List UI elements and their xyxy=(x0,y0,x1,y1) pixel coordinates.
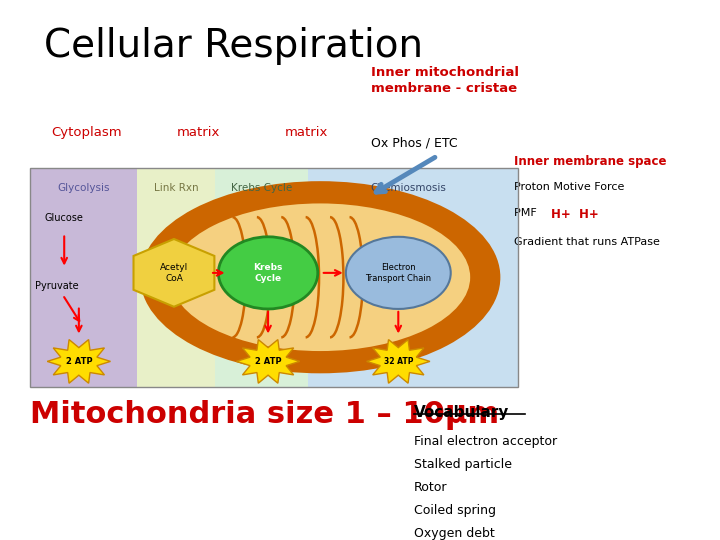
Text: Electron
Transport Chain: Electron Transport Chain xyxy=(365,263,431,282)
Text: Pyruvate: Pyruvate xyxy=(35,281,78,291)
Text: Stalked particle: Stalked particle xyxy=(414,458,512,471)
Text: Glycolysis: Glycolysis xyxy=(58,183,110,193)
Text: Cytoplasm: Cytoplasm xyxy=(52,126,122,139)
Text: Inner mitochondrial
membrane - cristae: Inner mitochondrial membrane - cristae xyxy=(371,66,518,95)
Text: Acetyl
CoA: Acetyl CoA xyxy=(160,263,188,282)
Polygon shape xyxy=(133,239,215,307)
Text: Inner membrane space: Inner membrane space xyxy=(514,155,667,168)
Text: matrix: matrix xyxy=(177,126,220,139)
Text: matrix: matrix xyxy=(284,126,328,139)
Text: Oxygen debt: Oxygen debt xyxy=(414,526,495,539)
Text: Cellular Respiration: Cellular Respiration xyxy=(45,28,423,65)
Text: H+  H+: H+ H+ xyxy=(551,208,598,221)
Text: Krebs
Cycle: Krebs Cycle xyxy=(253,263,283,282)
Text: Proton Motive Force: Proton Motive Force xyxy=(514,182,624,192)
Text: Final electron acceptor: Final electron acceptor xyxy=(414,435,557,448)
Text: Link Rxn: Link Rxn xyxy=(154,183,199,193)
Text: Mitochondria size 1 – 10μm: Mitochondria size 1 – 10μm xyxy=(30,400,499,429)
Bar xyxy=(30,168,518,387)
Text: Chemiosmosis: Chemiosmosis xyxy=(370,183,446,193)
Text: 2 ATP: 2 ATP xyxy=(66,357,92,366)
Ellipse shape xyxy=(169,202,472,353)
Circle shape xyxy=(218,237,318,309)
Text: Vocabulary: Vocabulary xyxy=(414,405,509,420)
Bar xyxy=(215,168,308,387)
Text: Rotor: Rotor xyxy=(414,481,447,494)
Polygon shape xyxy=(366,340,430,383)
Text: 2 ATP: 2 ATP xyxy=(255,357,282,366)
Text: Ox Phos / ETC: Ox Phos / ETC xyxy=(371,137,457,150)
Text: Krebs Cycle: Krebs Cycle xyxy=(231,183,292,193)
Text: Glucose: Glucose xyxy=(45,213,84,223)
Text: Coiled spring: Coiled spring xyxy=(414,504,496,517)
Text: PMF: PMF xyxy=(514,208,544,218)
Text: Gradient that runs ATPase: Gradient that runs ATPase xyxy=(514,237,660,247)
Bar xyxy=(308,168,518,387)
Ellipse shape xyxy=(143,183,498,371)
Bar xyxy=(30,168,138,387)
Polygon shape xyxy=(236,340,300,383)
Text: 32 ATP: 32 ATP xyxy=(384,357,413,366)
Ellipse shape xyxy=(346,237,451,309)
Bar xyxy=(138,168,215,387)
Polygon shape xyxy=(48,340,110,383)
